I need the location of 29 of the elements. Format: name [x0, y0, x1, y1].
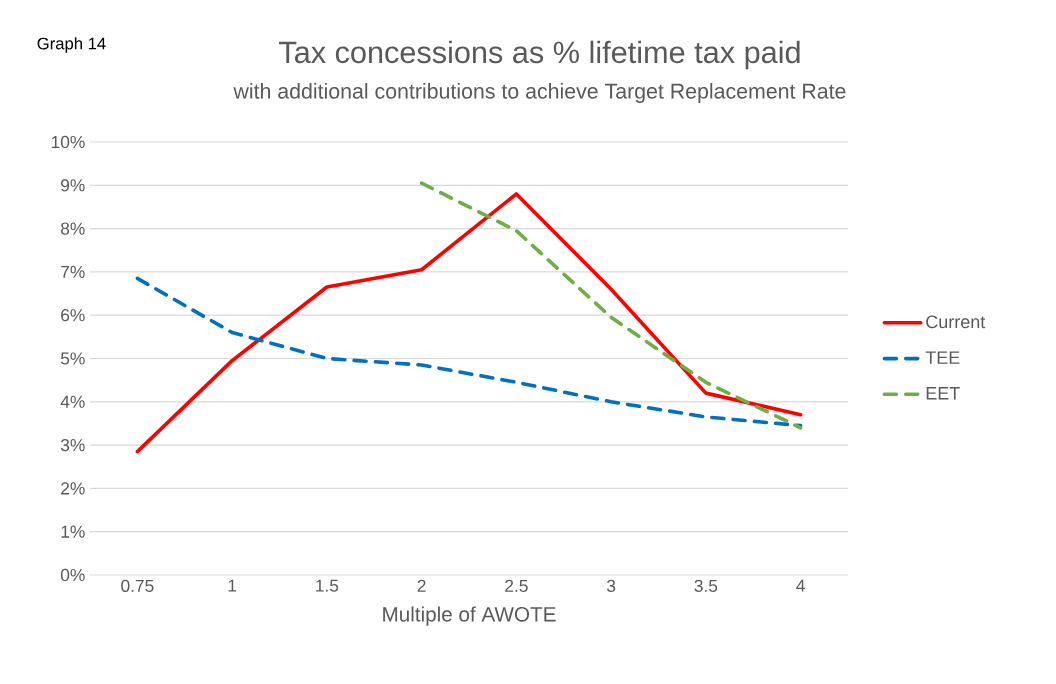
legend-label: EET — [926, 387, 960, 400]
x-tick-label: 3 — [606, 579, 616, 592]
legend-label: Current — [926, 315, 986, 329]
y-tick-label: 0% — [60, 568, 85, 582]
y-tick-label: 7% — [61, 265, 85, 278]
caption: Graph 14 — [37, 37, 106, 53]
y-tick-label: 9% — [61, 179, 85, 192]
x-tick-label: 2 — [417, 579, 426, 592]
x-tick-label: 1.5 — [316, 579, 339, 592]
chart-subtitle: with additional contributions to achieve Target Replacement Rate — [233, 83, 846, 103]
legend-label: TEE — [925, 351, 960, 364]
x-tick-label: 3.5 — [694, 579, 718, 592]
y-tick-label: 4% — [60, 395, 85, 408]
line-series — [135, 276, 803, 428]
x-tick-label: 2.5 — [505, 579, 528, 592]
y-tick-label: 3% — [60, 438, 85, 452]
y-tick-label: 8% — [61, 222, 85, 235]
y-tick-label: 10% — [51, 135, 85, 149]
y-tick-label: 2% — [61, 482, 85, 495]
y-tick-label: 5% — [60, 352, 85, 365]
x-tick-label: 0.75 — [121, 579, 154, 592]
y-tick-label: 1% — [61, 525, 85, 538]
x-axis-title: Multiple of AWOTE — [383, 606, 556, 626]
line-series — [419, 181, 803, 430]
y-tick-label: 6% — [61, 309, 85, 322]
line-series — [135, 192, 803, 454]
chart-title: Tax concessions as % lifetime tax paid — [279, 40, 800, 70]
x-tick-label: 4 — [796, 579, 805, 592]
x-tick-label: 1 — [228, 579, 237, 592]
